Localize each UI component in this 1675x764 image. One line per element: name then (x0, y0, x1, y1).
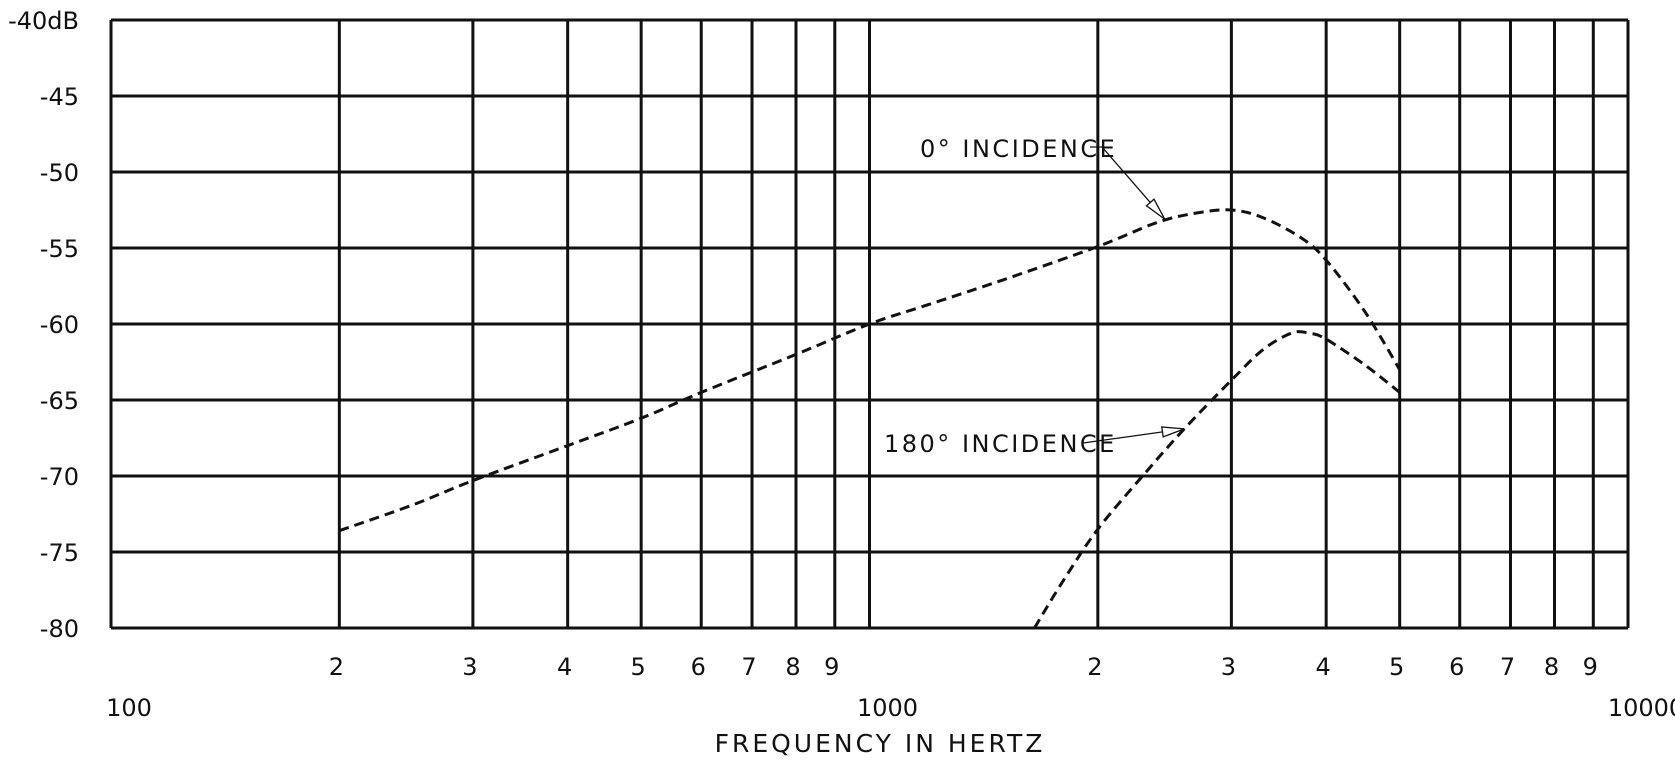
x-tick-label: 5 (631, 653, 646, 681)
x-tick-label: 4 (1316, 653, 1331, 681)
x-tick-label: 7 (741, 653, 756, 681)
x-tick-label: 5 (1389, 653, 1404, 681)
x-axis-label: FREQUENCY IN HERTZ (715, 729, 1046, 758)
annotation-arrowhead (1145, 198, 1166, 220)
y-tick-label: -70 (40, 463, 79, 491)
x-tick-label: 8 (785, 653, 800, 681)
x-tick-label: 3 (1221, 653, 1236, 681)
x-tick-label: 9 (824, 653, 839, 681)
x-decade-label: 100 (106, 694, 152, 722)
x-decade-label: 1000 (857, 694, 918, 722)
series-layer (338, 208, 1401, 629)
x-tick-label: 6 (1449, 653, 1464, 681)
x-tick-label: 2 (1087, 653, 1102, 681)
x-tick-label: 6 (691, 653, 706, 681)
x-decade-label: 10000 (1608, 694, 1675, 722)
grid-layer (109, 18, 1630, 630)
series-line-180-deg (1033, 330, 1401, 629)
y-tick-labels: -40dB -45 -50 -55 -60 -65 -70 -75 -80 (8, 7, 79, 643)
x-tick-label: 3 (462, 653, 477, 681)
y-tick-label: -65 (40, 387, 79, 415)
x-tick-label: 7 (1500, 653, 1515, 681)
annotation-label: 180° INCIDENCE (884, 430, 1117, 458)
y-tick-label: -45 (40, 83, 79, 111)
x-tick-label: 2 (329, 653, 344, 681)
x-tick-label: 4 (557, 653, 572, 681)
y-tick-label: -40dB (8, 7, 79, 35)
x-tick-labels: 1001000100002345678923456789 (106, 653, 1675, 722)
y-tick-label: -80 (40, 615, 79, 643)
x-tick-label: 8 (1544, 653, 1559, 681)
y-tick-label: -75 (40, 539, 79, 567)
annotation-leader (1090, 146, 1166, 220)
y-tick-label: -60 (40, 311, 79, 339)
annotation-label: 0° INCIDENCE (920, 135, 1117, 163)
series-line-0-deg (338, 208, 1401, 533)
annotation-layer: 0° INCIDENCE 180° INCIDENCE (884, 135, 1185, 458)
y-tick-label: -50 (40, 159, 79, 187)
annotation-arrowhead (1161, 426, 1185, 438)
y-tick-label: -55 (40, 235, 79, 263)
x-tick-label: 9 (1583, 653, 1598, 681)
